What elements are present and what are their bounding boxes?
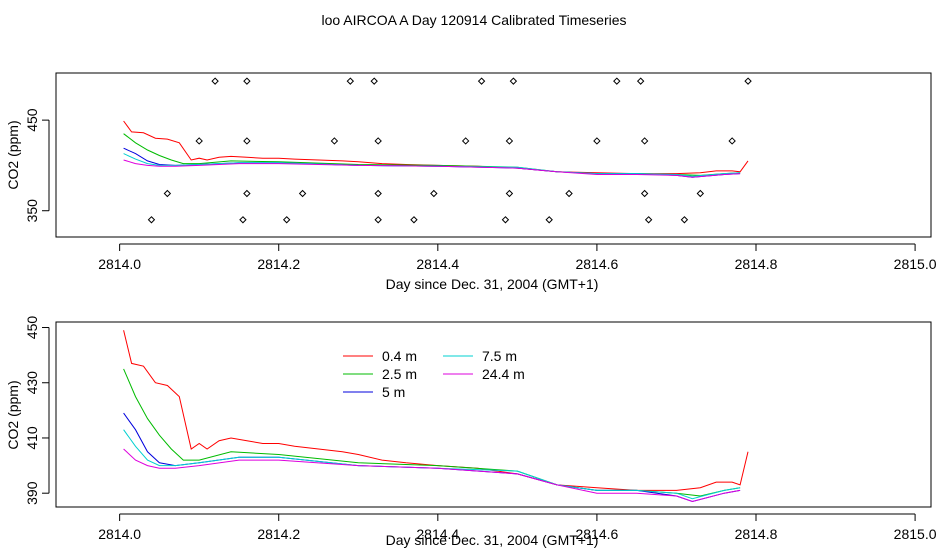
bottom-y-tick-label: 450 [24,316,40,340]
diamond-marker [346,77,355,85]
diamond-marker [282,216,291,224]
top-x-tick-label: 2814.4 [416,256,459,272]
top-y-axis: 350 450 [24,108,50,223]
diamond-marker [640,189,649,198]
bottom-x-axis: 2814.0 2814.2 2814.4 2814.6 2814.8 2815.0 [98,513,937,542]
top-x-tick-label: 2815.0 [894,256,937,272]
diamond-marker [644,216,653,224]
diamond-marker [505,189,514,198]
diamond-marker [728,137,736,145]
diamond-marker [461,137,470,145]
diamond-marker [374,137,382,145]
diamond-marker [243,189,251,198]
bottom-x-tick-label: 2814.2 [257,526,300,542]
top-x-axis: 2814.0 2814.2 2814.4 2814.6 2814.8 2815.0 [98,243,937,272]
legend-label: 0.4 m [382,348,417,364]
bottom-y-axis: 390 410 430 450 [24,316,50,505]
legend-label: 5 m [382,384,405,400]
bottom-series-line-4 [123,448,741,503]
legend-label: 2.5 m [382,366,417,382]
top-series-lines [123,120,749,178]
bottom-x-tick-label: 2814.0 [98,526,141,542]
top-markers [147,77,752,224]
legend-label: 7.5 m [482,348,517,364]
diamond-marker [640,137,649,145]
diamond-marker [744,77,752,85]
top-series-line-4 [123,159,741,178]
diamond-marker [501,216,510,224]
diamond-marker [477,77,486,85]
diamond-marker [410,216,418,224]
bottom-y-tick-label: 390 [24,481,40,505]
diamond-marker [330,137,339,145]
bottom-x-tick-label: 2814.6 [575,526,618,542]
top-y-tick-label: 350 [24,199,40,223]
top-x-tick-label: 2814.2 [257,256,300,272]
top-series-line-2 [123,147,741,178]
top-series-line-1 [123,133,741,176]
top-series-line-0 [123,120,749,175]
top-y-tick-label: 450 [24,108,40,132]
diamond-marker [636,77,645,85]
legend-label: 24.4 m [482,366,525,382]
diamond-marker [239,216,247,224]
bottom-plot-frame [55,321,932,508]
diamond-marker [195,137,203,145]
diamond-marker [298,189,307,198]
diamond-marker [374,216,382,224]
diamond-marker [696,189,705,198]
diamond-marker [163,189,172,198]
top-x-tick-label: 2814.0 [98,256,141,272]
bottom-series-line-3 [123,429,741,500]
top-x-axis-label: Day since Dec. 31, 2004 (GMT+1) [386,276,599,292]
bottom-x-axis-label: Day since Dec. 31, 2004 (GMT+1) [386,532,599,548]
diamond-marker [545,216,553,224]
bottom-series-line-2 [123,412,741,503]
diamond-marker [509,77,518,85]
bottom-y-tick-label: 410 [24,426,40,450]
bottom-series-line-1 [123,368,741,497]
legend: 0.4 m 2.5 m 5 m 7.5 m 24.4 m [343,348,525,400]
diamond-marker [430,189,438,198]
top-x-tick-label: 2814.6 [575,256,618,272]
top-x-tick-label: 2814.8 [735,256,778,272]
bottom-series-lines [123,330,749,503]
diamond-marker [680,216,689,224]
diamond-marker [243,77,251,85]
diamond-marker [243,137,251,145]
bottom-y-axis-label: CO2 (ppm) [5,380,21,449]
diamond-marker [565,189,573,198]
diamond-marker [370,77,378,85]
top-plot-frame [55,72,932,238]
bottom-x-tick-label: 2814.8 [735,526,778,542]
diamond-marker [211,77,219,85]
diamond-marker [374,189,382,198]
diamond-marker [505,137,514,145]
bottom-series-line-0 [123,330,749,491]
top-y-axis-label: CO2 (ppm) [5,120,21,189]
bottom-panel: 2814.0 2814.2 2814.4 2814.6 2814.8 2815.0 390… [5,316,937,548]
bottom-y-tick-label: 430 [24,371,40,395]
chart-title: loo AIRCOA A Day 120914 Calibrated Times… [321,12,626,28]
bottom-x-tick-label: 2815.0 [894,526,937,542]
top-panel: 2814.0 2814.2 2814.4 2814.6 2814.8 2815.0 350… [5,72,937,292]
diamond-marker [613,77,621,85]
diamond-marker [147,216,156,224]
diamond-marker [593,137,601,145]
bottom-x-tick-label: 2814.4 [416,526,459,542]
